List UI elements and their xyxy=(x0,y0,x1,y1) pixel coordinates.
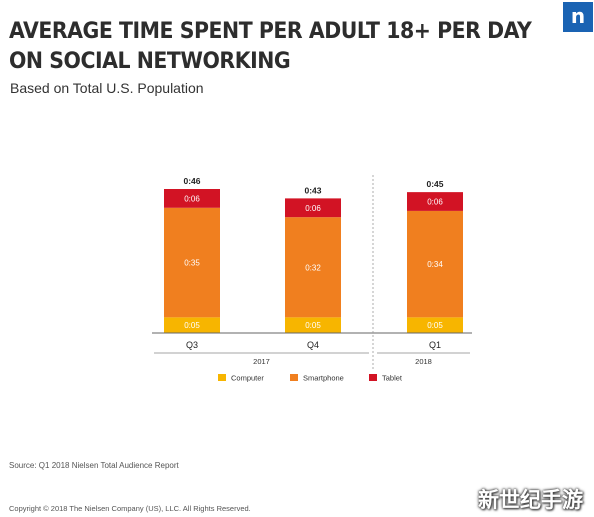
x-tick-label-q3: Q3 xyxy=(186,340,198,350)
bar-computer-q1 xyxy=(407,317,463,333)
bar-tablet-q3 xyxy=(164,189,220,208)
group-label-2017: 2017 xyxy=(253,357,270,366)
data-label-tablet-q1: 0:06 xyxy=(427,198,443,207)
chart-subtitle: Based on Total U.S. Population xyxy=(10,80,204,96)
watermark-text: 新世纪手游 xyxy=(478,488,583,512)
chart-title-line-2: ON SOCIAL NETWORKING xyxy=(9,49,291,74)
legend-label-tablet: Tablet xyxy=(382,374,403,383)
data-label-computer-q1: 0:05 xyxy=(427,321,443,330)
bar-computer-q3 xyxy=(164,317,220,333)
data-label-computer-q3: 0:05 xyxy=(184,321,200,330)
legend-swatch-smartphone xyxy=(290,374,298,381)
bar-smartphone-q1 xyxy=(407,210,463,318)
nielsen-logo-icon: n xyxy=(563,2,593,32)
chart-title: AVERAGE TIME SPENT PER ADULT 18+ PER DAY… xyxy=(9,17,532,77)
source-note: Source: Q1 2018 Nielsen Total Audience R… xyxy=(9,461,179,470)
data-label-smartphone-q1: 0:34 xyxy=(427,260,443,269)
total-label-q4: 0:43 xyxy=(304,185,321,195)
total-label-q3: 0:46 xyxy=(183,176,200,186)
bar-computer-q4 xyxy=(285,317,341,333)
legend-swatch-tablet xyxy=(369,374,377,381)
copyright-note: Copyright © 2018 The Nielsen Company (US… xyxy=(9,504,251,513)
x-tick-label-q4: Q4 xyxy=(307,340,319,350)
data-label-smartphone-q4: 0:32 xyxy=(305,263,321,272)
legend-swatch-computer xyxy=(218,374,226,381)
x-tick-label-q1: Q1 xyxy=(429,340,441,350)
bar-tablet-q4 xyxy=(285,198,341,218)
legend-label-computer: Computer xyxy=(231,374,264,383)
data-label-computer-q4: 0:05 xyxy=(305,321,321,330)
bar-smartphone-q4 xyxy=(285,217,341,318)
data-label-smartphone-q3: 0:35 xyxy=(184,259,200,268)
legend-label-smartphone: Smartphone xyxy=(303,374,344,383)
group-label-2018: 2018 xyxy=(415,357,432,366)
bar-tablet-q1 xyxy=(407,192,463,211)
data-label-tablet-q4: 0:06 xyxy=(305,204,321,213)
data-label-tablet-q3: 0:06 xyxy=(184,194,200,203)
chart-title-line-1: AVERAGE TIME SPENT PER ADULT 18+ PER DAY xyxy=(9,19,532,44)
bar-smartphone-q3 xyxy=(164,207,220,318)
total-label-q1: 0:45 xyxy=(426,179,443,189)
